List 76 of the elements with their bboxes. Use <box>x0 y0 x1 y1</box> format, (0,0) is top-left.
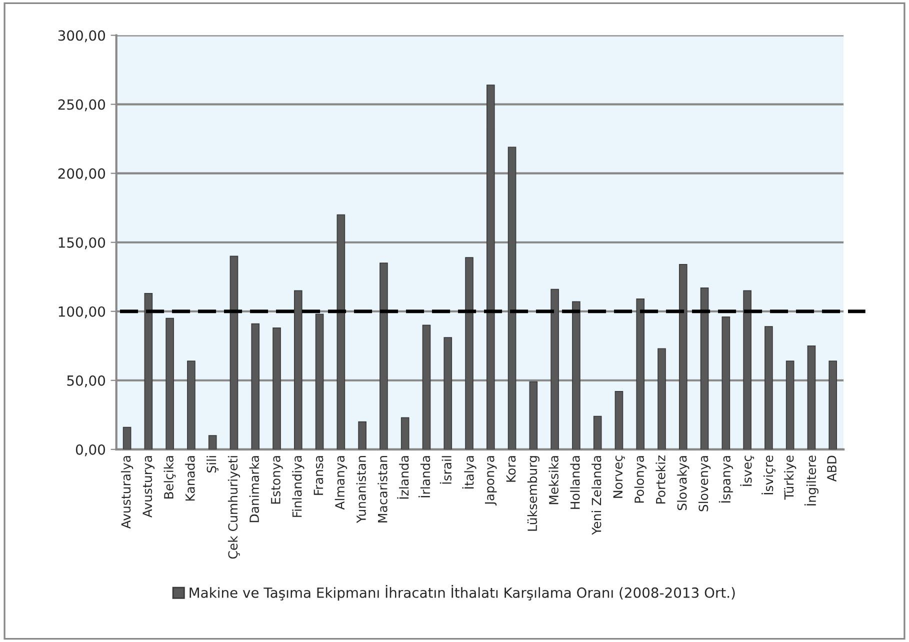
y-tick-label: 250,00 <box>58 99 106 112</box>
x-tick-label: Lüksemburg <box>527 456 540 531</box>
bar <box>636 298 645 450</box>
bar <box>187 360 196 450</box>
x-tick-label: İspanya <box>718 456 733 503</box>
bar <box>166 318 174 450</box>
x-tick-label: İzlanda <box>397 456 409 499</box>
bar <box>593 416 602 450</box>
x-tick-label: Avusturya <box>142 456 154 518</box>
x-tick-label: Macaristan <box>378 456 388 522</box>
bar <box>572 301 580 450</box>
x-tick-label: İsviçre <box>762 456 776 494</box>
x-tick-label: İtalya <box>462 456 476 489</box>
bar <box>315 314 324 450</box>
y-tick-label: 150,00 <box>58 237 106 250</box>
y-tick-label: 200,00 <box>58 168 106 180</box>
bar <box>122 426 132 450</box>
x-tick-label: İrlanda <box>418 456 430 498</box>
bar <box>444 337 452 450</box>
legend-label: Makine ve Taşıma Ekipmanı İhracatın İthalatı Karşılama Oranı (2008-2013 Ort.) <box>190 585 735 601</box>
bar <box>743 290 752 450</box>
x-tick-label: Avusturalya <box>120 456 134 529</box>
bar <box>764 326 773 450</box>
x-tick-label: Kora <box>506 456 516 482</box>
bar <box>294 290 302 450</box>
bar <box>358 421 366 450</box>
x-tick-label: Norveç <box>613 456 625 498</box>
x-tick-label: Danimarka <box>249 456 260 522</box>
bar <box>336 214 346 450</box>
y-tick-label: 0,00 <box>76 444 106 456</box>
x-tick-label: Portekiz <box>656 455 666 504</box>
bar <box>380 262 388 450</box>
x-tick-label: Japonya <box>484 456 497 506</box>
bar <box>678 264 688 450</box>
bar <box>144 293 153 450</box>
x-tick-label: Türkiye <box>784 456 796 500</box>
x-tick-label: İsrail <box>440 456 452 484</box>
bar <box>208 435 217 450</box>
bar <box>828 360 838 450</box>
bar <box>508 146 516 450</box>
bar <box>272 328 281 450</box>
y-tick-label: 50,00 <box>67 375 106 388</box>
bar <box>700 287 709 450</box>
x-tick-label: Finlandiya <box>292 456 304 517</box>
bar <box>230 256 238 450</box>
x-tick-label: Belçika <box>164 456 176 498</box>
bar <box>422 324 431 450</box>
bar <box>614 391 624 450</box>
bar <box>807 345 816 450</box>
bar <box>465 257 474 450</box>
y-tick-label: 300,00 <box>58 30 106 42</box>
bar <box>529 381 538 450</box>
x-tick-label: Hollanda <box>570 456 580 509</box>
x-tick-label: Kanada <box>185 456 195 501</box>
x-tick-label: Şili <box>206 456 218 472</box>
x-tick-label: Polonya <box>634 456 646 503</box>
bar <box>722 316 730 450</box>
x-tick-label: ABD <box>827 456 836 482</box>
x-tick-label: Estonya <box>271 456 283 504</box>
x-tick-label: Yunanistan <box>356 456 366 524</box>
x-tick-label: İngiltere <box>804 456 818 506</box>
x-tick-label: İsveç <box>740 456 754 486</box>
x-tick-label: Slovakya <box>677 456 690 510</box>
x-tick-label: Yeni Zelanda <box>592 456 602 535</box>
x-tick-label: Fransa <box>314 456 324 495</box>
y-tick-label: 100,00 <box>58 306 106 318</box>
bar <box>550 288 559 450</box>
bar <box>486 84 495 450</box>
x-tick-label: Meksika <box>548 456 558 504</box>
x-tick-label: Slovenya <box>698 456 711 512</box>
x-tick-label: Almanya <box>334 456 347 510</box>
bar <box>786 360 794 450</box>
x-tick-label: Çek Cumhuriyeti <box>228 456 240 559</box>
bar <box>658 348 666 450</box>
bar <box>400 417 410 450</box>
bar <box>251 323 260 450</box>
